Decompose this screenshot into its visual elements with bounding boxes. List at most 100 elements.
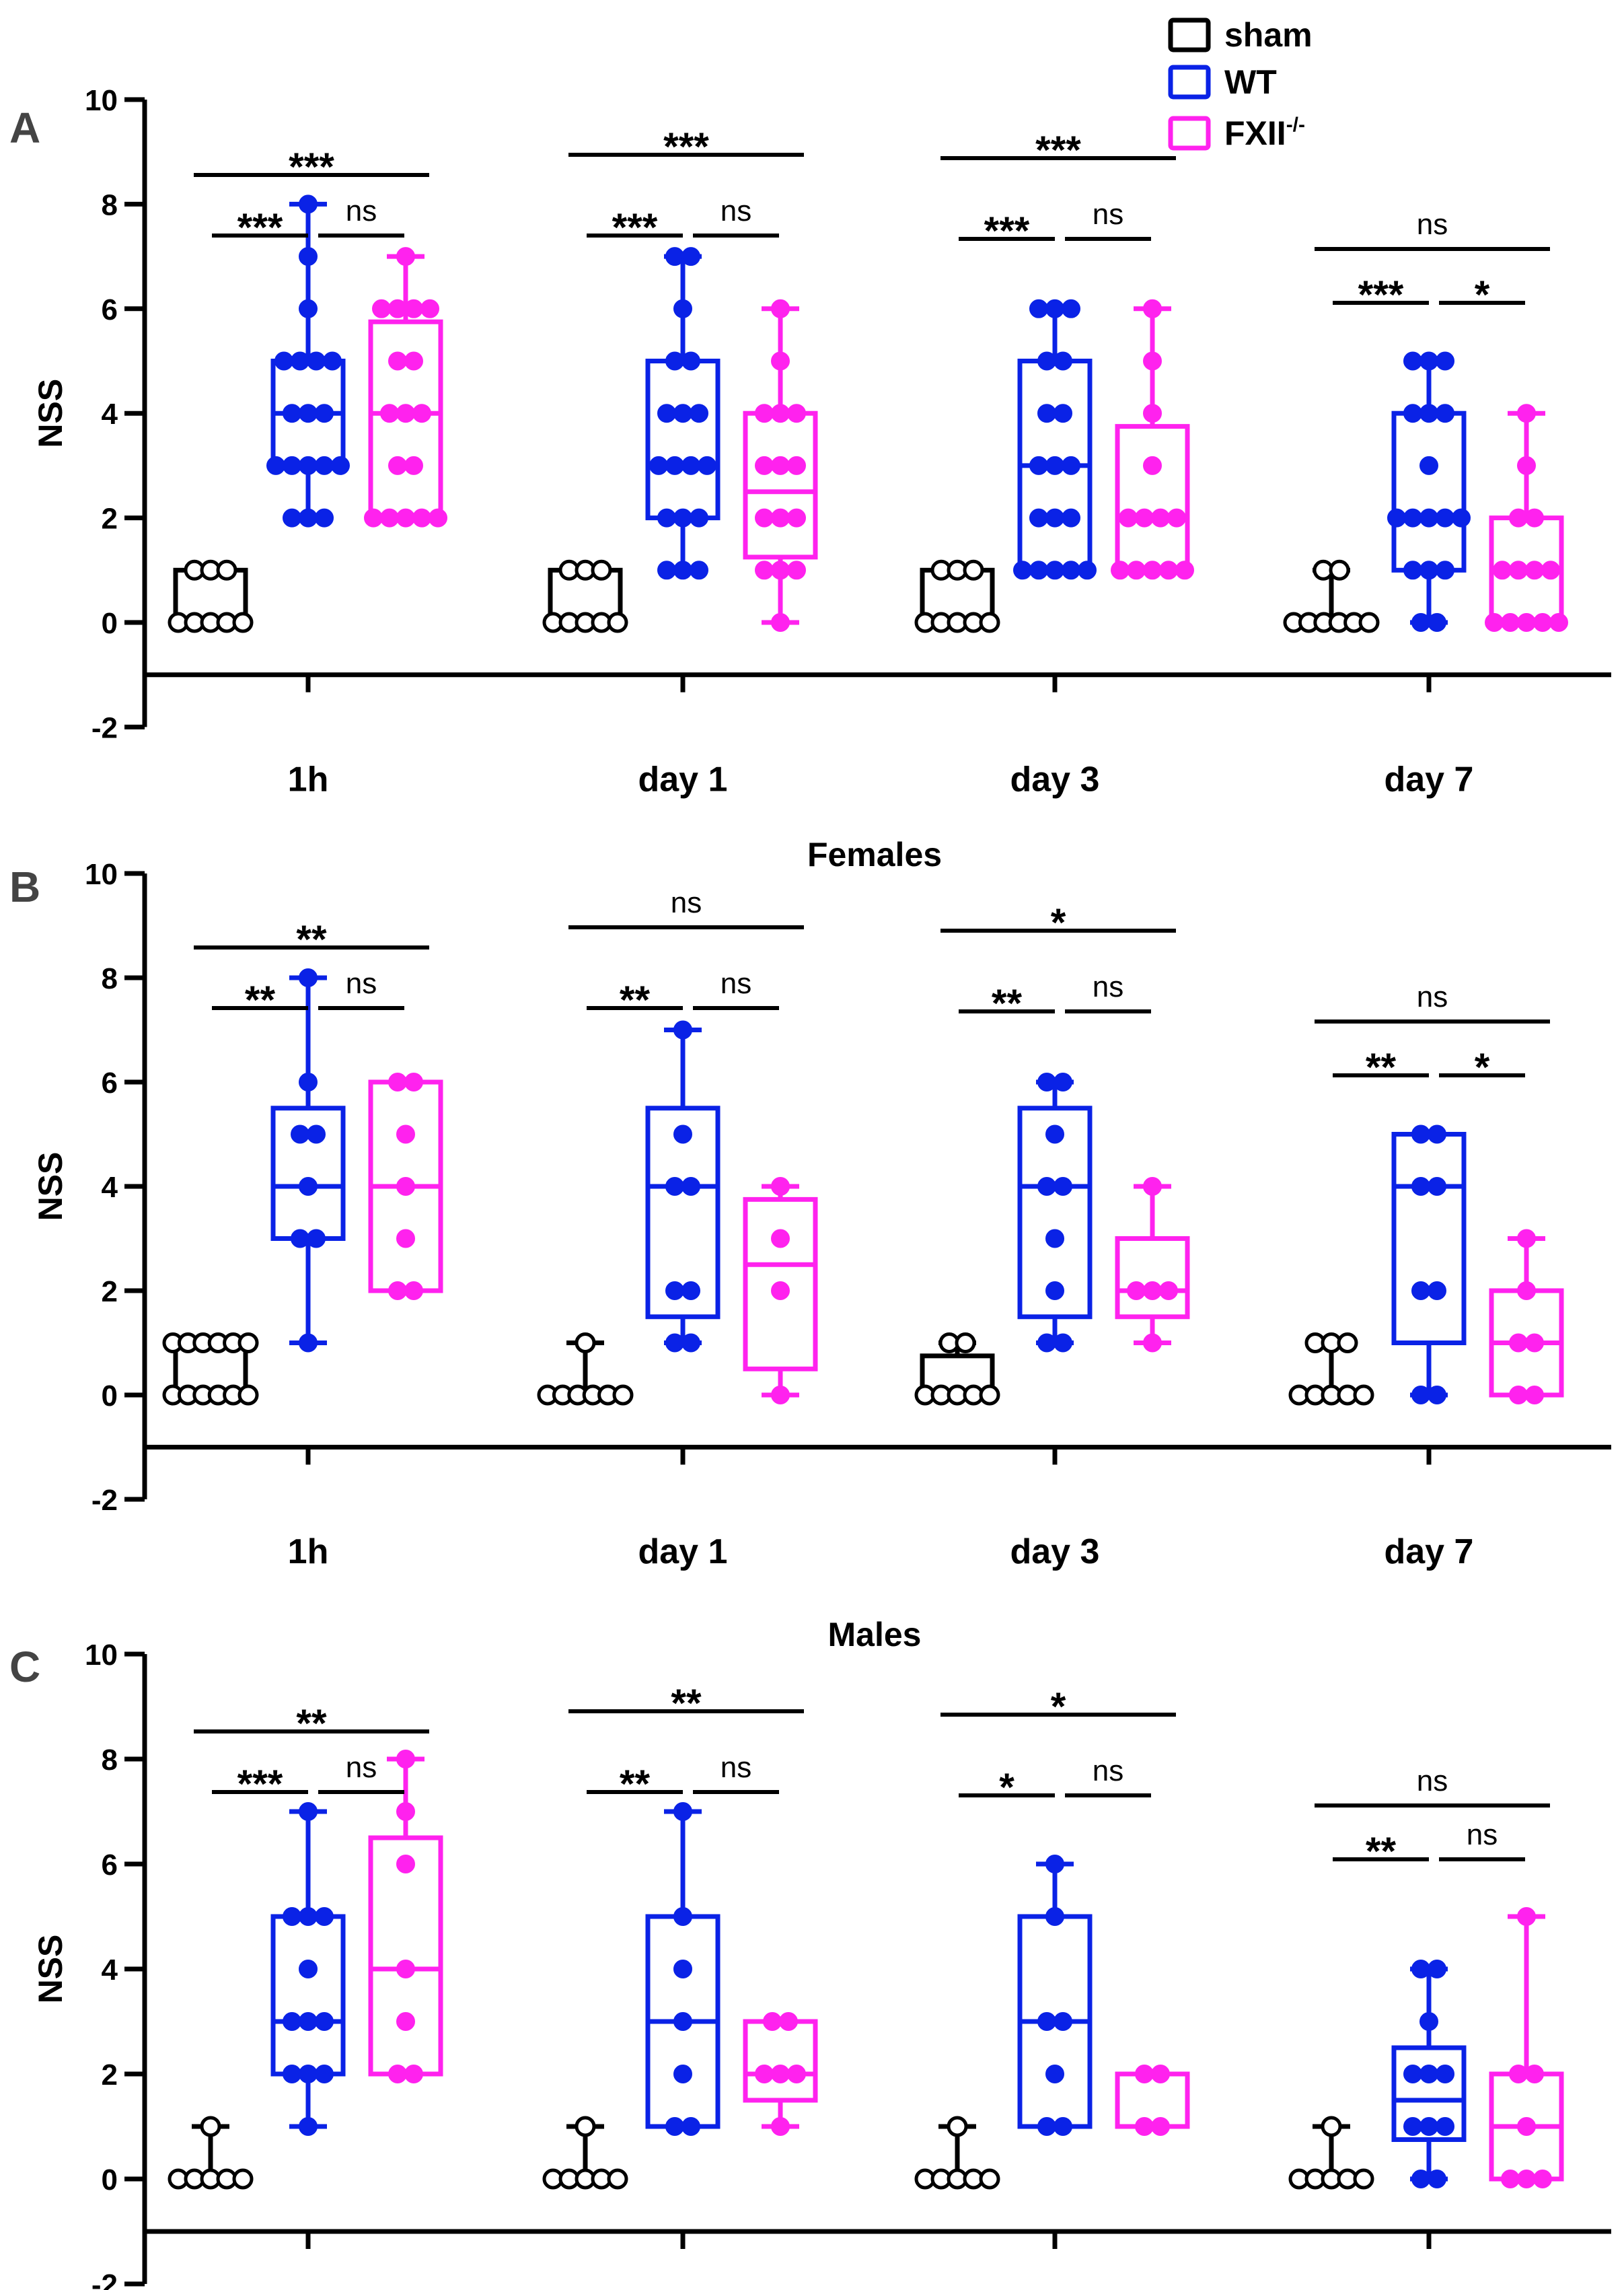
data-point bbox=[1151, 508, 1170, 528]
data-point bbox=[665, 456, 684, 475]
legend-swatch bbox=[1168, 65, 1211, 100]
data-point bbox=[1509, 561, 1528, 580]
box-iqr bbox=[743, 410, 818, 560]
y-tick-label: 6 bbox=[102, 1067, 118, 1100]
data-point bbox=[396, 1960, 415, 1978]
data-point bbox=[396, 2012, 415, 2031]
data-point bbox=[1525, 508, 1544, 528]
data-point bbox=[404, 299, 423, 318]
data-point bbox=[388, 299, 407, 318]
data-point bbox=[283, 404, 301, 423]
fxii-box bbox=[1485, 404, 1568, 632]
data-point bbox=[673, 1960, 692, 1978]
data-point bbox=[673, 2065, 692, 2083]
y-tick-label: 10 bbox=[85, 1639, 118, 1672]
data-point bbox=[1411, 613, 1430, 632]
data-point bbox=[1029, 456, 1048, 475]
data-point bbox=[771, 2117, 790, 2136]
category-label: day 3 bbox=[1010, 1532, 1100, 1571]
data-point bbox=[673, 1907, 692, 1926]
data-point bbox=[420, 299, 439, 318]
box-iqr bbox=[1115, 1236, 1190, 1320]
data-point bbox=[299, 1073, 318, 1092]
data-point bbox=[283, 2065, 301, 2083]
y-tick-label: 4 bbox=[102, 1954, 118, 1987]
data-point bbox=[1111, 561, 1130, 580]
data-point bbox=[299, 1333, 318, 1353]
data-point bbox=[1525, 561, 1544, 580]
y-tick-label: 10 bbox=[85, 858, 118, 891]
significance-label: * bbox=[999, 1766, 1014, 1810]
data-point bbox=[657, 404, 676, 423]
data-point bbox=[1045, 1229, 1064, 1248]
data-point bbox=[1428, 613, 1446, 632]
significance-label: ns bbox=[721, 967, 751, 1000]
y-tick-label: 0 bbox=[102, 1380, 118, 1412]
data-point bbox=[1037, 2117, 1056, 2136]
data-point bbox=[1436, 2065, 1454, 2083]
significance-label: ** bbox=[1366, 1046, 1397, 1089]
data-point bbox=[1151, 2117, 1170, 2136]
data-point bbox=[429, 508, 447, 528]
data-point bbox=[1501, 613, 1520, 632]
box-iqr bbox=[1391, 1132, 1467, 1345]
data-point bbox=[665, 1177, 684, 1196]
significance-label: *** bbox=[612, 206, 658, 250]
wt-box bbox=[1391, 1124, 1467, 1404]
data-point bbox=[1353, 2168, 1374, 2190]
data-point bbox=[787, 404, 806, 423]
data-point bbox=[388, 456, 407, 475]
data-point bbox=[1411, 1386, 1430, 1404]
data-point bbox=[1337, 1332, 1358, 1353]
data-point bbox=[665, 351, 684, 371]
data-point bbox=[1509, 1333, 1528, 1353]
y-axis-label: NSS bbox=[32, 379, 69, 448]
data-point bbox=[1037, 1073, 1056, 1092]
data-point bbox=[232, 2168, 254, 2190]
data-point bbox=[299, 1177, 318, 1196]
category-label: day 1 bbox=[638, 1532, 728, 1571]
data-point bbox=[690, 404, 708, 423]
panel-title: Females bbox=[807, 836, 942, 873]
data-point bbox=[1419, 351, 1438, 371]
data-point bbox=[591, 559, 612, 581]
significance-label: ns bbox=[1093, 198, 1123, 231]
data-point bbox=[1517, 1907, 1536, 1926]
category-label: day 3 bbox=[1010, 760, 1100, 799]
data-point bbox=[1062, 456, 1080, 475]
data-point bbox=[690, 508, 708, 528]
y-tick-label: -2 bbox=[91, 1484, 118, 1517]
data-point bbox=[771, 404, 790, 423]
data-point bbox=[1509, 1386, 1528, 1404]
data-point bbox=[315, 2065, 334, 2083]
significance-label: *** bbox=[237, 1762, 283, 1806]
fxii-box bbox=[368, 1750, 443, 2083]
data-point bbox=[396, 508, 415, 528]
data-point bbox=[1501, 2170, 1520, 2188]
data-point bbox=[1452, 508, 1471, 528]
data-point bbox=[771, 1281, 790, 1300]
box-iqr bbox=[1017, 1106, 1093, 1320]
significance-label: ** bbox=[992, 982, 1023, 1026]
data-point bbox=[1329, 559, 1350, 581]
y-tick-label: -2 bbox=[91, 711, 118, 744]
data-point bbox=[681, 456, 700, 475]
data-point bbox=[404, 1281, 423, 1300]
data-point bbox=[681, 1333, 700, 1353]
wt-box bbox=[1017, 1073, 1093, 1353]
data-point bbox=[299, 247, 318, 266]
data-point bbox=[299, 404, 318, 423]
data-point bbox=[681, 351, 700, 371]
data-point bbox=[274, 351, 293, 371]
data-point bbox=[1517, 1281, 1536, 1300]
data-point bbox=[331, 456, 350, 475]
data-point bbox=[771, 299, 790, 318]
y-tick-label: 4 bbox=[102, 398, 118, 431]
significance-label: *** bbox=[663, 125, 709, 169]
data-point bbox=[612, 1384, 634, 1406]
data-point bbox=[1411, 1124, 1430, 1144]
data-point bbox=[755, 2065, 774, 2083]
data-point bbox=[237, 1332, 259, 1353]
data-point bbox=[607, 2168, 628, 2190]
